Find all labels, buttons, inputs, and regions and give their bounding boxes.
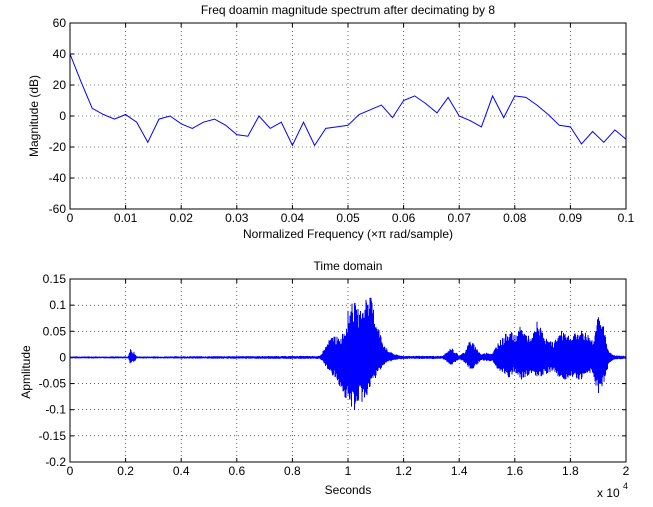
time-domain-xtick-label: 0.2: [117, 464, 134, 478]
spectrum-xtick-label: 0.06: [392, 211, 416, 225]
spectrum-xtick-label: 0.01: [114, 211, 138, 225]
spectrum-title: Freq doamin magnitude spectrum after dec…: [201, 3, 495, 17]
spectrum-xtick-label: 0.08: [503, 211, 527, 225]
spectrum-ytick-label: -60: [49, 202, 67, 216]
spectrum-axes-frame: [69, 22, 627, 210]
spectrum-xtick-label: 0.09: [559, 211, 583, 225]
time-domain-ytick-label: -0.05: [39, 377, 67, 391]
spectrum-xtick-label: 0.05: [336, 211, 360, 225]
time-domain-ytick-label: 0.15: [43, 272, 67, 286]
spectrum-xtick-label: 0: [67, 211, 74, 225]
time-domain-axes-frame: [69, 278, 627, 463]
time-domain-ytick-label: -0.15: [39, 429, 67, 443]
spectrum-xtick-label: 0.04: [281, 211, 305, 225]
time-domain-xlabel: Seconds: [325, 483, 372, 497]
time-domain-ytick-label: -0.1: [45, 403, 66, 417]
time-domain-plot: Time domain 0 0.2 0.4 0.6 0.8 1 1.2 1.4 1.6 1.8 2 -…: [19, 259, 630, 500]
spectrum-ytick-label: 60: [53, 16, 67, 30]
spectrum-ytick-label: 20: [53, 78, 67, 92]
time-domain-ytick-label: -0.2: [45, 455, 66, 469]
time-domain-xtick-label: 1.4: [451, 464, 468, 478]
spectrum-ticks: 0 0.01 0.02 0.03 0.04 0.05 0.06 0.07 0.08 0.09 0.1…: [49, 16, 635, 225]
spectrum-plot: Freq doamin magnitude spectrum after dec…: [27, 3, 635, 241]
time-domain-title: Time domain: [314, 259, 383, 273]
time-domain-xtick-label: 1.6: [506, 464, 523, 478]
spectrum-xlabel: Normalized Frequency (×π rad/sample): [243, 227, 453, 241]
x-multiplier-exponent: 4: [623, 481, 628, 491]
spectrum-xtick-label: 0.02: [170, 211, 194, 225]
x-multiplier-label: x 10: [597, 486, 620, 500]
spectrum-xtick-label: 0.03: [225, 211, 249, 225]
spectrum-xtick-label: 0.1: [618, 211, 635, 225]
spectrum-ytick-label: 0: [59, 109, 66, 123]
time-domain-ytick-label: 0: [59, 350, 66, 364]
time-domain-xtick-label: 0.4: [173, 464, 190, 478]
time-domain-xtick-label: 0.8: [284, 464, 301, 478]
time-domain-ytick-label: 0.1: [49, 298, 66, 312]
time-domain-xtick-label: 1.8: [562, 464, 579, 478]
spectrum-ylabel: Magnitude (dB): [27, 75, 41, 157]
time-domain-ytick-label: 0.05: [43, 324, 67, 338]
time-domain-xtick-label: 0: [67, 464, 74, 478]
time-domain-ylabel: Apmlitude: [19, 345, 33, 399]
spectrum-ytick-label: 40: [53, 47, 67, 61]
time-domain-xtick-label: 2: [623, 464, 630, 478]
spectrum-xtick-label: 0.07: [448, 211, 472, 225]
time-domain-xtick-label: 1: [345, 464, 352, 478]
spectrum-ytick-label: -40: [49, 171, 67, 185]
time-domain-xtick-label: 0.6: [228, 464, 245, 478]
spectrum-series-line: [69, 53, 627, 147]
spectrum-ytick-label: -20: [49, 140, 67, 154]
time-domain-xtick-label: 1.2: [395, 464, 412, 478]
